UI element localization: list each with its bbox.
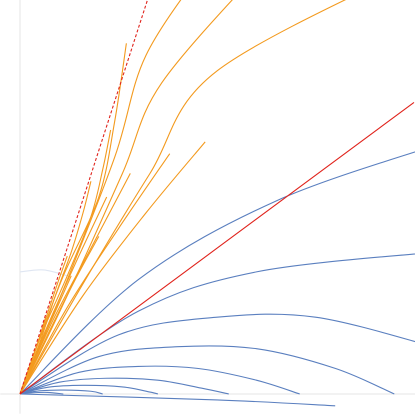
orange-curve — [19, 0, 233, 395]
blue-curve — [19, 313, 415, 395]
orange-curve — [19, 275, 72, 395]
orange-curve — [19, 141, 206, 395]
red-separatrix-line — [19, 101, 415, 395]
blue-curve — [19, 391, 64, 395]
orange-curve — [19, 43, 127, 395]
blue-curve — [19, 151, 415, 395]
blue-curve — [19, 389, 103, 395]
blue-curve — [19, 365, 300, 395]
dashed-boundary-line — [19, 0, 149, 395]
orange-curve — [19, 153, 171, 395]
blue-curve — [19, 393, 336, 407]
faint-curve — [19, 269, 68, 277]
blue-curves-group — [19, 151, 415, 407]
orange-curve — [19, 236, 100, 395]
orange-curve — [19, 0, 346, 395]
blue-curve — [19, 345, 395, 395]
blue-curve — [19, 377, 229, 395]
boundary-lines-group — [19, 0, 415, 395]
faint-series-group — [19, 269, 68, 277]
orange-curve — [19, 173, 131, 395]
orange-curves-group — [19, 0, 346, 395]
blue-curve — [19, 384, 159, 395]
